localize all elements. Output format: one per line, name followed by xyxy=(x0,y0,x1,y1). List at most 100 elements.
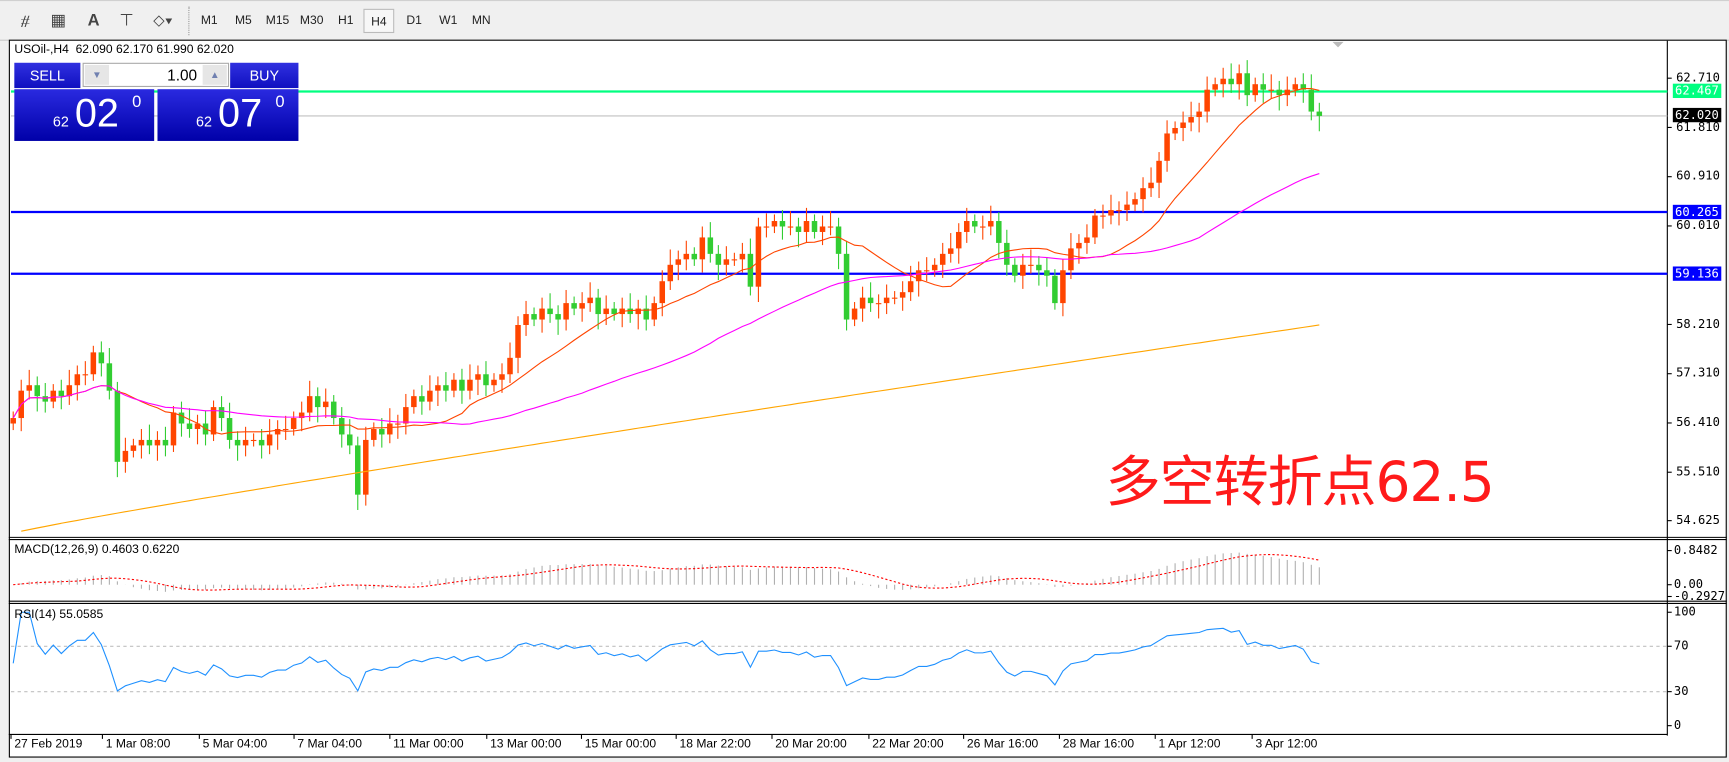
timeframe-m15[interactable]: M15 xyxy=(265,14,290,28)
candle xyxy=(66,369,73,405)
candle xyxy=(1092,208,1098,245)
candle-body xyxy=(931,264,938,271)
candle xyxy=(322,388,329,419)
text-icon[interactable]: A xyxy=(87,11,100,30)
candle-body xyxy=(555,314,561,320)
candle-body xyxy=(1316,111,1323,116)
price-tick-label: 58.210 xyxy=(1676,316,1720,332)
chart-annotation[interactable]: 多空转折点62.5 xyxy=(1105,450,1495,515)
candle-body xyxy=(1060,270,1066,304)
time-label: 20 Mar 20:00 xyxy=(775,737,847,751)
rsi-line xyxy=(12,611,1320,693)
candle xyxy=(531,307,537,327)
fibonacci-grid-icon[interactable]: ▦ xyxy=(50,11,67,30)
timeframe-m1[interactable]: M1 xyxy=(200,14,218,28)
candle-body xyxy=(50,390,57,402)
timeframe-h4[interactable]: H4 xyxy=(363,8,395,34)
candle-body xyxy=(1212,84,1218,90)
text-label-icon[interactable]: ⊤ xyxy=(119,11,134,30)
candle-body xyxy=(419,396,425,402)
candle-body xyxy=(515,325,521,358)
candle-body xyxy=(1156,160,1162,183)
candle xyxy=(835,217,842,270)
candle xyxy=(867,282,874,312)
sell-button[interactable]: SELL xyxy=(14,62,81,89)
time-label: 7 Mar 04:00 xyxy=(297,737,362,751)
candle-body xyxy=(547,308,553,315)
candle xyxy=(1076,234,1082,264)
candle xyxy=(947,233,954,263)
candle xyxy=(226,402,233,449)
timeframe-m30[interactable]: M30 xyxy=(299,14,324,28)
timeframe-d1[interactable]: D1 xyxy=(406,14,422,28)
candle-body xyxy=(170,412,177,446)
sell-price-prefix: 62 xyxy=(52,113,69,130)
candle xyxy=(379,418,385,448)
arrows-icon[interactable]: ⬦▾ xyxy=(153,11,173,30)
candle-body xyxy=(1132,199,1138,205)
candle xyxy=(330,395,337,425)
candle xyxy=(875,294,882,319)
candle-body xyxy=(363,439,369,495)
buy-button[interactable]: BUY xyxy=(230,62,299,89)
candle-body xyxy=(819,226,826,232)
candle xyxy=(1204,76,1210,123)
candle xyxy=(427,375,433,411)
candle xyxy=(523,300,529,336)
ma-mid-line xyxy=(12,173,1320,425)
candle-body xyxy=(1188,117,1194,123)
candle-body xyxy=(138,439,145,446)
sell-price-button[interactable]: 62 02 0 xyxy=(14,89,155,141)
candle xyxy=(996,212,1002,259)
candle xyxy=(843,240,850,331)
candle-body xyxy=(1044,270,1050,276)
candle-body xyxy=(451,379,457,391)
candle-body xyxy=(371,428,377,440)
candle xyxy=(1316,102,1323,132)
volume-input[interactable]: 1.00 xyxy=(167,66,198,84)
candle xyxy=(739,242,746,273)
candle-body xyxy=(691,253,698,260)
candle-body xyxy=(611,308,617,315)
candle-body xyxy=(835,226,842,254)
candle-body xyxy=(42,396,49,402)
candle-body xyxy=(443,385,449,391)
volume-field[interactable]: ▼ 1.00 ▲ xyxy=(82,62,230,87)
candle-body xyxy=(915,270,922,282)
candle-body xyxy=(683,253,690,260)
candle-body xyxy=(1172,127,1178,134)
candle xyxy=(1220,67,1226,98)
time-label: 1 Apr 12:00 xyxy=(1158,737,1221,751)
candle xyxy=(1028,249,1034,274)
candle xyxy=(1164,120,1170,172)
timeframe-mn[interactable]: MN xyxy=(471,14,491,28)
timeframe-h1[interactable]: H1 xyxy=(338,14,354,28)
candle-body xyxy=(811,221,818,232)
candle-body xyxy=(667,264,674,282)
candle xyxy=(274,420,281,450)
candle xyxy=(595,288,601,330)
candle xyxy=(691,247,698,266)
price-tick-label: 60.010 xyxy=(1676,218,1720,233)
candle-body xyxy=(194,423,201,429)
elliott-wave-icon[interactable]: ⧣ xyxy=(20,11,30,30)
timeframe-w1[interactable]: W1 xyxy=(439,14,458,28)
candle-body xyxy=(923,270,930,272)
candle-body xyxy=(707,237,714,254)
candle xyxy=(571,296,577,316)
candle-body xyxy=(795,226,802,232)
candle-body xyxy=(651,303,658,320)
candle-body xyxy=(435,385,441,391)
candle xyxy=(779,210,786,240)
candle xyxy=(1268,74,1274,99)
candle-body xyxy=(731,259,738,261)
candle-body xyxy=(523,314,529,326)
candle xyxy=(675,250,682,281)
candle-body xyxy=(507,357,513,375)
timeframe-m5[interactable]: M5 xyxy=(234,14,252,28)
candle xyxy=(467,364,473,400)
buy-price-button[interactable]: 62 07 0 xyxy=(157,89,299,141)
volume-decrease-button[interactable]: ▼ xyxy=(84,64,110,85)
volume-increase-button[interactable]: ▲ xyxy=(202,64,227,85)
chart-window[interactable] xyxy=(8,39,1727,758)
